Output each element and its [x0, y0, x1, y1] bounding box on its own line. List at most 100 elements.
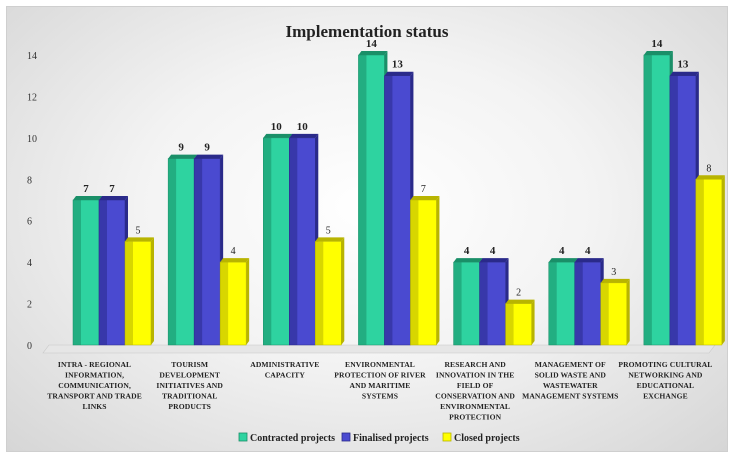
data-label: 14 [651, 38, 663, 50]
legend-swatch [442, 432, 452, 442]
data-label: 7 [83, 183, 89, 195]
data-label: 7 [421, 184, 426, 195]
category-label: RESEARCH AND INNOVATION IN THE FIELD OF CON… [435, 360, 515, 422]
legend: Contracted projects Finalised projects Clo… [238, 432, 520, 444]
bar-shade [289, 137, 298, 345]
bar-shade [453, 262, 462, 345]
legend-swatch [238, 432, 248, 442]
data-label: 9 [178, 142, 184, 154]
y-tick-label: 6 [27, 217, 32, 228]
category-label: PROMOTING CULTURAL NETWORKING AND EDUCATIO… [618, 360, 712, 401]
bar-side [246, 258, 250, 345]
bar-top [574, 258, 604, 263]
data-label: 4 [559, 245, 565, 257]
y-tick-label: 14 [27, 51, 37, 62]
bar-top [695, 175, 725, 180]
bar-shade [410, 200, 419, 345]
bar-shade [574, 262, 583, 345]
bar-shade [384, 75, 393, 345]
bar-top [548, 258, 578, 263]
chart-title: Implementation status [286, 22, 449, 41]
bars: 7 7 5 9 9 4 10 10 5 14 13 7 4 4 2 4 4 3 14 13 8 [72, 38, 725, 346]
bar-top [453, 258, 483, 263]
data-label: 14 [366, 38, 378, 50]
bar-shade [315, 241, 324, 345]
bar-shade [220, 262, 229, 345]
bar-top [194, 154, 224, 159]
data-label: 9 [204, 142, 210, 154]
bar-top [643, 51, 673, 55]
bar-side [151, 237, 154, 345]
y-tick-label: 10 [27, 134, 37, 145]
bar-top [479, 258, 509, 263]
category-label: TOURISM DEVELOPMENT INITIATIVES AND TRADITI… [156, 360, 223, 411]
bar-shade [600, 282, 609, 345]
category-labels: INTRA - REGIONAL INFORMATION, COMMUNICATIO… [47, 360, 712, 422]
bar-top [600, 278, 630, 283]
bar-top [168, 154, 198, 159]
chart-floor [42, 344, 716, 354]
legend-label: Contracted projects [250, 433, 335, 444]
bar-top [99, 196, 128, 200]
bar-top [669, 71, 699, 76]
bar-chart: Implementation status 0 2 4 6 8 10 12 14 7 7 5 9 9 4… [27, 22, 725, 444]
bar-side [436, 196, 440, 345]
bar-shade [479, 262, 488, 345]
bar-shade [263, 137, 272, 345]
data-label: 10 [297, 121, 309, 133]
bar-shade [669, 75, 678, 345]
bar-top [505, 299, 535, 304]
data-label: 13 [677, 59, 689, 71]
bar-side [341, 237, 345, 345]
y-tick-label: 8 [27, 175, 32, 186]
data-label: 8 [706, 163, 711, 174]
bar-shade [548, 262, 557, 345]
bar-shade [358, 55, 367, 345]
legend-label: Closed projects [454, 433, 520, 444]
bar-shade [695, 179, 704, 345]
bar-top [315, 237, 345, 242]
bar-shade [125, 241, 133, 345]
y-tick-label: 4 [27, 258, 32, 269]
category-label: ENVIRONMENTAL PROTECTION OF RIVER AND MARI… [334, 360, 426, 401]
legend-swatch [341, 432, 351, 442]
floor-plane [42, 344, 716, 354]
y-tick-label: 12 [27, 92, 37, 103]
bar-side [531, 299, 535, 345]
data-label: 5 [136, 225, 141, 236]
bar-top [410, 196, 440, 200]
bar-top [125, 237, 154, 242]
category-label: INTRA - REGIONAL INFORMATION, COMMUNICATIO… [47, 360, 142, 411]
chart-frame: Implementation status 0 2 4 6 8 10 12 14 7 7 5 9 9 4… [6, 6, 728, 452]
y-tick-label: 0 [27, 341, 32, 352]
bar-shade [73, 200, 81, 345]
data-label: 5 [326, 225, 331, 236]
y-axis: 0 2 4 6 8 10 12 14 [27, 51, 37, 352]
data-label: 4 [490, 245, 496, 257]
bar-side [721, 175, 725, 345]
bar-shade [643, 55, 652, 345]
data-label: 10 [271, 121, 283, 133]
bar-shade [194, 158, 203, 345]
data-label: 2 [516, 288, 521, 299]
y-tick-label: 2 [27, 300, 32, 311]
bar-shade [505, 303, 514, 345]
bar-side [626, 278, 630, 345]
data-label: 4 [231, 246, 236, 257]
bar-top [358, 51, 388, 55]
data-label: 3 [611, 267, 616, 278]
bar-top [384, 71, 414, 76]
data-label: 7 [109, 183, 115, 195]
category-label: MANAGEMENT OF SOLID WASTE AND WASTEWATER MA… [522, 360, 618, 401]
bar-top [73, 196, 102, 200]
bar-top [289, 133, 319, 138]
legend-label: Finalised projects [353, 433, 429, 444]
bar-shade [168, 158, 177, 345]
data-label: 4 [585, 245, 591, 257]
bar-top [220, 258, 250, 263]
category-label: ADMINISTRATIVE CAPACITY [250, 360, 319, 380]
bar-top [263, 133, 293, 138]
bar-shade [99, 200, 107, 345]
data-label: 4 [464, 245, 470, 257]
data-label: 13 [392, 59, 404, 71]
